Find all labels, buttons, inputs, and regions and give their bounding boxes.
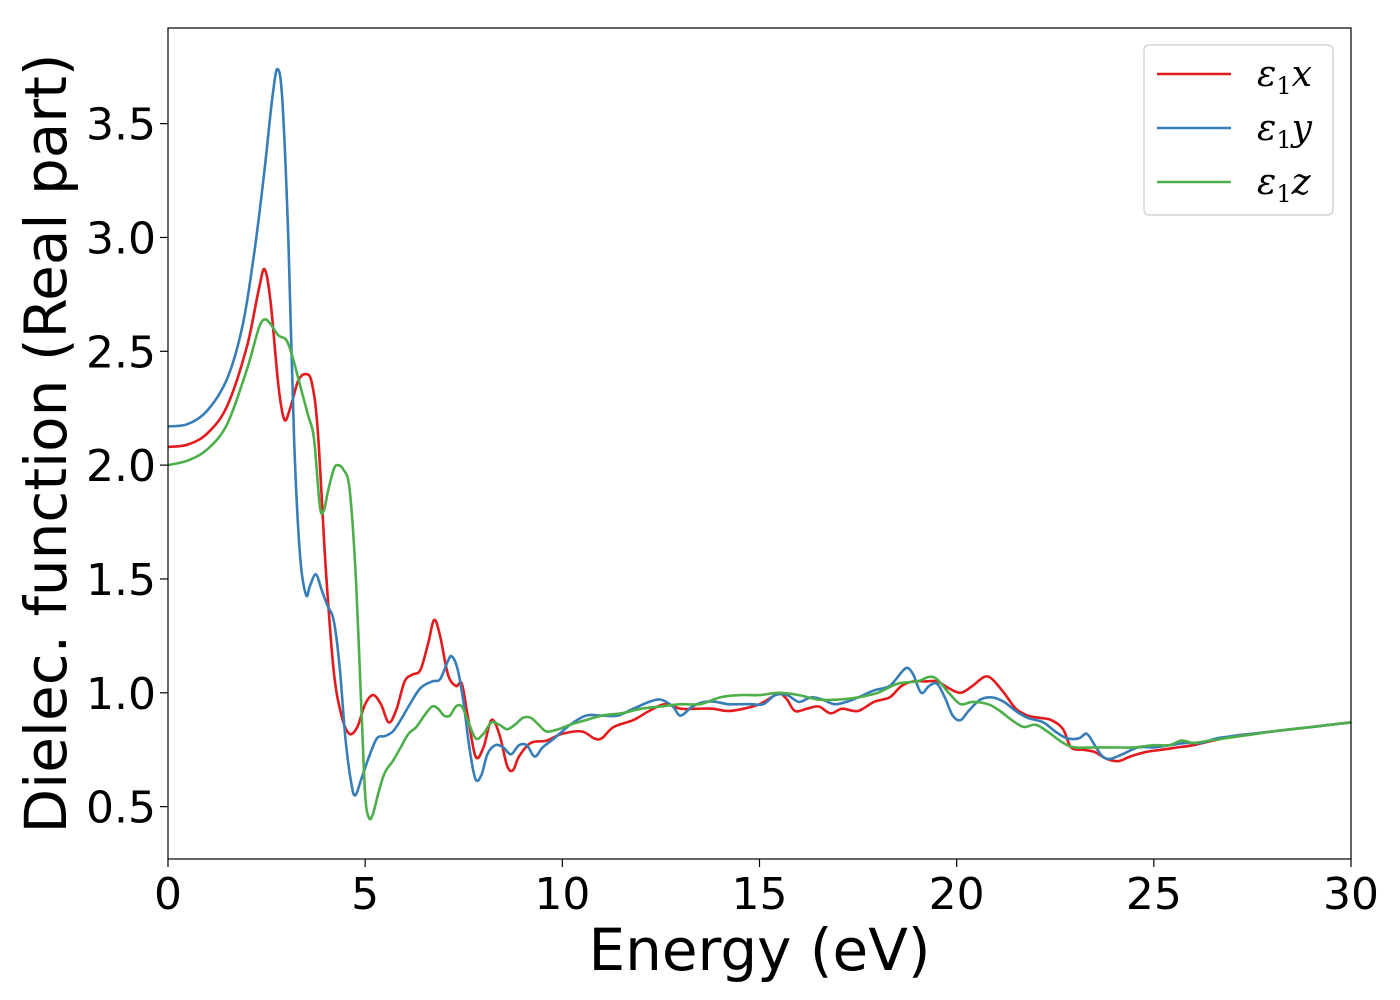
- y-axis-label: Dielec. function (Real part): [12, 53, 80, 833]
- legend: ε1x ε1y ε1z: [1143, 44, 1334, 216]
- x-tick-label: 5: [351, 869, 379, 920]
- x-tick-label: 20: [929, 869, 985, 920]
- y-tick-label: 3.0: [86, 213, 156, 264]
- x-tick-label: 15: [732, 869, 788, 920]
- y-tick-label: 0.5: [86, 783, 156, 834]
- legend-box: [1143, 44, 1334, 216]
- y-tick-label: 2.0: [86, 441, 156, 492]
- legend-label-y: ε1y: [1257, 108, 1313, 154]
- series-line-y: [168, 67, 1351, 797]
- series-layer: [168, 67, 1351, 821]
- x-tick-label: 10: [534, 869, 590, 920]
- y-tick-label: 2.5: [86, 327, 156, 378]
- y-tick-label: 1.0: [86, 669, 156, 720]
- x-axis-label: Energy (eV): [588, 916, 930, 984]
- series-line-z: [168, 318, 1351, 821]
- x-tick-label: 0: [154, 869, 182, 920]
- legend-label-z: ε1z: [1257, 162, 1312, 208]
- ticks-layer: 0 5 10 15 20 25 30 0.5 1.0 1.5 2.0 2.5 3.0 3.5: [86, 100, 1379, 920]
- y-tick-label: 1.5: [86, 555, 156, 606]
- x-tick-label: 25: [1126, 869, 1182, 920]
- legend-label-x: ε1x: [1257, 54, 1312, 100]
- x-tick-label: 30: [1323, 869, 1379, 920]
- y-tick-label: 3.5: [86, 100, 156, 151]
